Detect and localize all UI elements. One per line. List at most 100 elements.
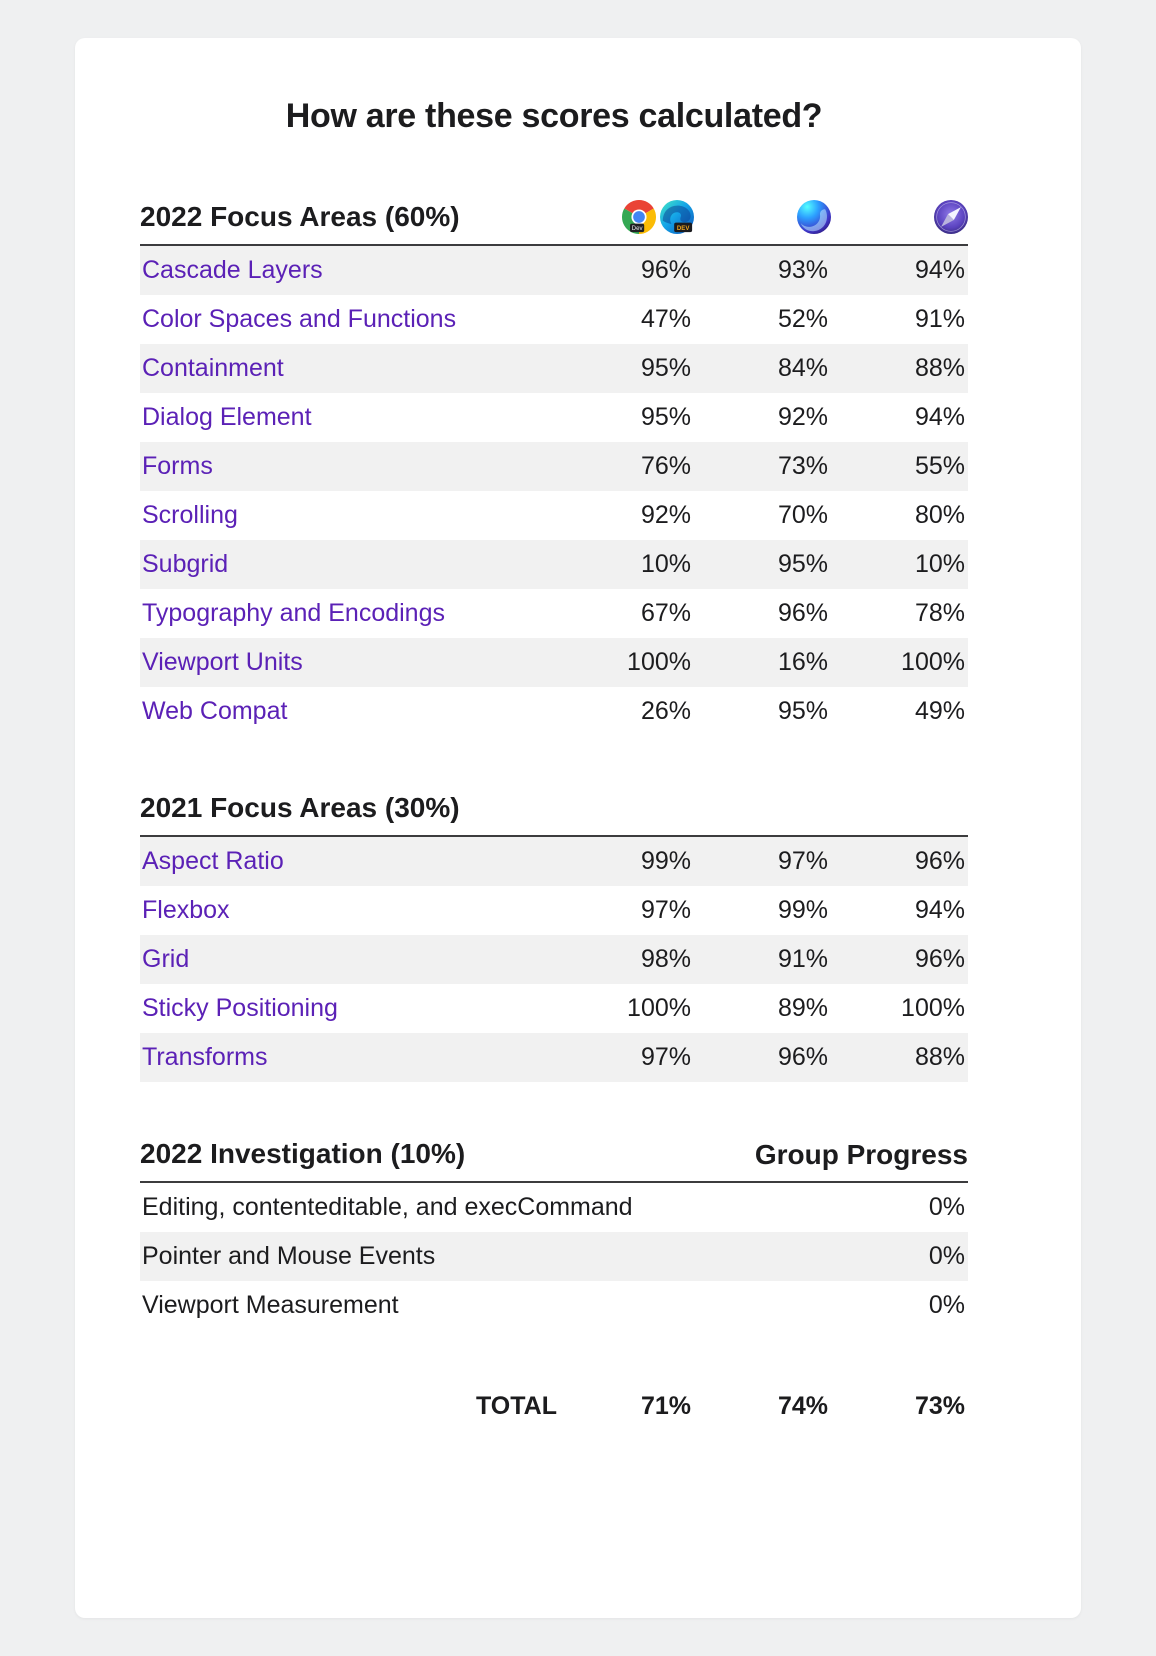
section-heading-2021-focus: 2021 Focus Areas (30%): [140, 791, 460, 823]
section-2021-focus-areas: 2021 Focus Areas (30%) Aspect Ratio 99% …: [140, 790, 968, 1082]
score-chrome-edge: 97%: [640, 1042, 691, 1071]
focus-area-link[interactable]: Color Spaces and Functions: [142, 304, 457, 333]
score-safari: 94%: [914, 402, 965, 431]
focus-area-link[interactable]: Containment: [142, 353, 284, 382]
focus-area-link[interactable]: Aspect Ratio: [142, 846, 284, 875]
focus-area-link[interactable]: Transforms: [142, 1042, 268, 1071]
table-row: Subgrid 10% 95% 10%: [140, 539, 968, 589]
focus-areas-2021-rows: Aspect Ratio 99% 97% 96% Flexbox 97% 99%…: [140, 836, 968, 1082]
chrome-dev-icon: Dev: [622, 199, 656, 234]
investigation-progress: 0%: [928, 1290, 965, 1319]
score-safari: 80%: [914, 500, 965, 529]
score-safari: 49%: [914, 696, 965, 725]
score-chrome-edge: 92%: [640, 500, 691, 529]
focus-area-link[interactable]: Grid: [142, 944, 190, 973]
chrome-dev-badge: Dev: [632, 225, 644, 232]
total-label: TOTAL: [475, 1391, 557, 1420]
table-row: Scrolling 92% 70% 80%: [140, 491, 968, 540]
score-safari: 96%: [914, 944, 965, 973]
section-2022-investigation: 2022 Investigation (10%) Group Progress …: [140, 1136, 968, 1330]
score-chrome-edge: 95%: [640, 402, 691, 431]
score-chrome-edge: 98%: [640, 944, 691, 973]
table-row: Pointer and Mouse Events 0%: [140, 1231, 968, 1281]
table-row: Forms 76% 73% 55%: [140, 441, 968, 491]
total-row: TOTAL 71% 74% 73%: [140, 1382, 968, 1431]
score-safari: 94%: [914, 255, 965, 284]
table-row: Viewport Units 100% 16% 100%: [140, 637, 968, 687]
table-row: Sticky Positioning 100% 89% 100%: [140, 984, 968, 1033]
score-safari: 94%: [914, 895, 965, 924]
score-safari: 10%: [914, 549, 965, 578]
browser-column-firefox: [694, 199, 831, 234]
table-row: Containment 95% 84% 88%: [140, 343, 968, 393]
table-row: Color Spaces and Functions 47% 52% 91%: [140, 295, 968, 344]
score-firefox: 91%: [777, 944, 828, 973]
score-firefox: 96%: [777, 598, 828, 627]
section-header-row: 2022 Focus Areas (60%) Dev: [140, 199, 968, 246]
card-content: How are these scores calculated? 2022 Fo…: [75, 38, 1081, 1431]
focus-area-link[interactable]: Dialog Element: [142, 402, 312, 431]
score-firefox: 96%: [777, 1042, 828, 1071]
group-progress-header: Group Progress: [754, 1138, 968, 1170]
score-safari: 55%: [914, 451, 965, 480]
browser-column-chrome-edge: Dev: [557, 199, 694, 234]
section-header-row: 2022 Investigation (10%) Group Progress: [140, 1136, 968, 1183]
score-firefox: 70%: [777, 500, 828, 529]
focus-area-link[interactable]: Scrolling: [142, 500, 238, 529]
focus-area-link[interactable]: Typography and Encodings: [142, 598, 445, 627]
focus-area-link[interactable]: Sticky Positioning: [142, 993, 338, 1022]
section-2022-focus-areas: 2022 Focus Areas (60%) Dev: [140, 199, 968, 736]
edge-dev-badge: DEV: [677, 225, 691, 232]
investigation-name: Viewport Measurement: [142, 1290, 399, 1319]
focus-area-link[interactable]: Flexbox: [142, 895, 230, 924]
table-row: Web Compat 26% 95% 49%: [140, 687, 968, 736]
table-row: Typography and Encodings 67% 96% 78%: [140, 589, 968, 638]
safari-technology-preview-icon: [934, 199, 968, 234]
score-chrome-edge: 26%: [640, 696, 691, 725]
score-chrome-edge: 97%: [640, 895, 691, 924]
focus-areas-2022-rows: Cascade Layers 96% 93% 94% Color Spaces …: [140, 245, 968, 736]
score-safari: 100%: [901, 993, 965, 1022]
firefox-nightly-icon: [797, 199, 831, 234]
score-chrome-edge: 100%: [627, 647, 691, 676]
score-chrome-edge: 76%: [640, 451, 691, 480]
score-firefox: 95%: [777, 549, 828, 578]
table-row: Editing, contenteditable, and execComman…: [140, 1183, 968, 1232]
score-firefox: 97%: [777, 846, 828, 875]
score-chrome-edge: 96%: [640, 255, 691, 284]
score-safari: 88%: [914, 1042, 965, 1071]
score-safari: 91%: [914, 304, 965, 333]
focus-area-link[interactable]: Web Compat: [142, 696, 288, 725]
total-score-chrome-edge: 71%: [640, 1391, 691, 1420]
score-chrome-edge: 99%: [640, 846, 691, 875]
total-score-safari: 73%: [914, 1391, 965, 1420]
score-firefox: 52%: [777, 304, 828, 333]
score-chrome-edge: 10%: [640, 549, 691, 578]
focus-area-link[interactable]: Viewport Units: [142, 647, 303, 676]
table-row: Transforms 97% 96% 88%: [140, 1032, 968, 1082]
table-row: Grid 98% 91% 96%: [140, 934, 968, 984]
table-row: Dialog Element 95% 92% 94%: [140, 393, 968, 442]
investigation-progress: 0%: [928, 1241, 965, 1270]
investigation-rows: Editing, contenteditable, and execComman…: [140, 1183, 968, 1330]
score-safari: 88%: [914, 353, 965, 382]
focus-area-link[interactable]: Forms: [142, 451, 213, 480]
score-firefox: 89%: [777, 993, 828, 1022]
focus-area-link[interactable]: Cascade Layers: [142, 255, 323, 284]
score-firefox: 16%: [777, 647, 828, 676]
score-chrome-edge: 47%: [640, 304, 691, 333]
table-row: Flexbox 97% 99% 94%: [140, 886, 968, 935]
focus-area-link[interactable]: Subgrid: [142, 549, 229, 578]
scores-card: How are these scores calculated? 2022 Fo…: [75, 38, 1081, 1618]
edge-dev-icon: DEV: [660, 199, 694, 234]
browser-column-safari: [831, 199, 968, 234]
investigation-name: Editing, contenteditable, and execComman…: [142, 1192, 633, 1221]
score-firefox: 92%: [777, 402, 828, 431]
table-row: Aspect Ratio 99% 97% 96%: [140, 836, 968, 886]
score-firefox: 99%: [777, 895, 828, 924]
score-chrome-edge: 95%: [640, 353, 691, 382]
section-heading-2022-focus: 2022 Focus Areas (60%): [140, 200, 460, 232]
investigation-name: Pointer and Mouse Events: [142, 1241, 436, 1270]
table-row: Viewport Measurement 0%: [140, 1281, 968, 1330]
section-heading-2022-investigation: 2022 Investigation (10%): [140, 1137, 466, 1169]
